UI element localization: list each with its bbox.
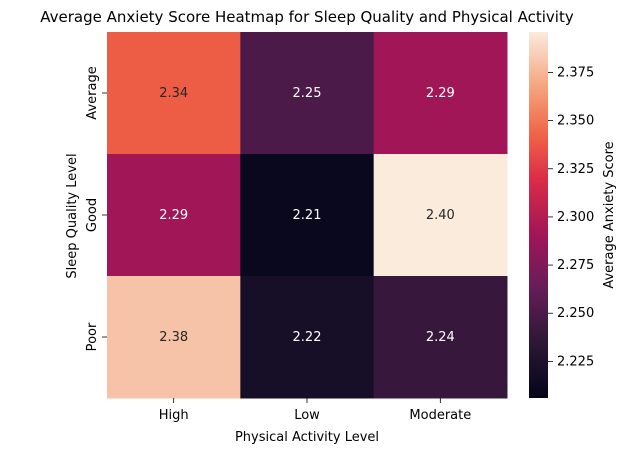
- heatmap-cell: [240, 154, 375, 277]
- heatmap-cell: [107, 154, 241, 277]
- x-tick-label: Moderate: [409, 408, 471, 423]
- cell-value-label: 2.29: [159, 208, 188, 223]
- heatmap-cell: [240, 276, 375, 399]
- colorbar-ticks: 2.225 2.250 2.275 2.300 2.325 2.350 2.375: [548, 65, 594, 369]
- heatmap-cell: [373, 276, 508, 399]
- colorbar-tick-label: 2.350: [557, 114, 594, 129]
- x-axis-label: Physical Activity Level: [235, 430, 379, 445]
- heatmap-cell: [107, 276, 241, 399]
- cell-value-label: 2.38: [159, 330, 188, 345]
- y-tick-label: Poor: [85, 322, 100, 351]
- heatmap-cell: [373, 154, 508, 277]
- chart-title: Average Anxiety Score Heatmap for Sleep …: [40, 8, 574, 26]
- heatmap-cell: [107, 32, 241, 155]
- cell-value-label: 2.25: [293, 86, 322, 101]
- cell-value-label: 2.24: [426, 330, 455, 345]
- colorbar: [529, 32, 548, 398]
- colorbar-tick-label: 2.225: [557, 354, 594, 369]
- colorbar-tick-label: 2.300: [557, 210, 594, 225]
- colorbar-tick-label: 2.375: [557, 65, 594, 80]
- x-tick-label: Low: [294, 408, 320, 423]
- cell-value-label: 2.40: [426, 208, 455, 223]
- y-tick-label: Good: [85, 198, 100, 232]
- heatmap-cell: [240, 32, 375, 155]
- cell-value-label: 2.34: [159, 86, 188, 101]
- colorbar-tick-label: 2.250: [557, 306, 594, 321]
- heatmap-cells: 2.34 2.25 2.29 2.29 2.21 2.40 2.38 2.22 2.24: [107, 32, 508, 399]
- y-tick-label: Average: [85, 66, 100, 119]
- x-tick-label: High: [159, 408, 189, 423]
- cell-value-label: 2.29: [426, 86, 455, 101]
- colorbar-tick-label: 2.325: [557, 162, 594, 177]
- cell-value-label: 2.21: [293, 208, 322, 223]
- heatmap-cell: [373, 32, 508, 155]
- colorbar-label: Average Anxiety Score: [602, 141, 617, 288]
- y-axis-label: Sleep Quality Level: [65, 153, 80, 278]
- x-axis-ticks: High Low Moderate: [159, 398, 471, 423]
- colorbar-tick-label: 2.275: [557, 258, 594, 273]
- y-axis-ticks: Average Good Poor: [85, 66, 107, 351]
- cell-value-label: 2.22: [293, 330, 322, 345]
